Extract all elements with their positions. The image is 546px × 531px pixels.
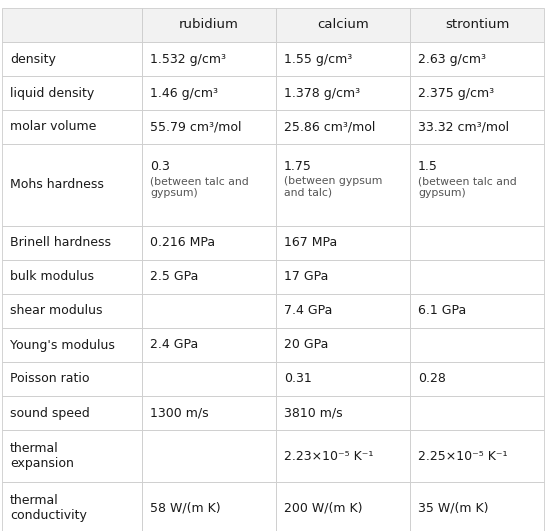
Text: 1.532 g/cm³: 1.532 g/cm³ [150, 53, 226, 65]
Bar [410, 110, 544, 144]
Text: calcium: calcium [317, 19, 369, 31]
Text: 25.86 cm³/mol: 25.86 cm³/mol [284, 121, 376, 133]
Text: 0.28: 0.28 [418, 373, 446, 386]
Text: 0.216 MPa: 0.216 MPa [150, 236, 215, 250]
Bar [276, 430, 410, 482]
Bar [142, 362, 276, 396]
Bar [276, 362, 410, 396]
Bar [2, 294, 142, 328]
Bar [276, 260, 410, 294]
Text: 3810 m/s: 3810 m/s [284, 407, 343, 419]
Bar [276, 76, 410, 110]
Text: 0.3: 0.3 [150, 160, 170, 173]
Bar [2, 144, 142, 226]
Bar [410, 260, 544, 294]
Text: strontium: strontium [445, 19, 509, 31]
Bar [2, 430, 142, 482]
Text: (between gypsum
and talc): (between gypsum and talc) [284, 176, 382, 198]
Text: 58 W/(m K): 58 W/(m K) [150, 501, 221, 515]
Text: 167 MPa: 167 MPa [284, 236, 337, 250]
Bar [2, 110, 142, 144]
Text: 1.46 g/cm³: 1.46 g/cm³ [150, 87, 218, 99]
Bar [142, 396, 276, 430]
Text: thermal
expansion: thermal expansion [10, 442, 74, 470]
Text: 7.4 GPa: 7.4 GPa [284, 304, 333, 318]
Text: 2.25×10⁻⁵ K⁻¹: 2.25×10⁻⁵ K⁻¹ [418, 450, 507, 463]
Text: 55.79 cm³/mol: 55.79 cm³/mol [150, 121, 241, 133]
Bar [276, 328, 410, 362]
Bar [276, 144, 410, 226]
Text: molar volume: molar volume [10, 121, 97, 133]
Bar [2, 328, 142, 362]
Bar [410, 294, 544, 328]
Text: 2.5 GPa: 2.5 GPa [150, 270, 198, 284]
Text: (between talc and
gypsum): (between talc and gypsum) [150, 176, 249, 198]
Text: Poisson ratio: Poisson ratio [10, 373, 90, 386]
Bar [276, 226, 410, 260]
Bar [410, 482, 544, 531]
Bar [410, 328, 544, 362]
Text: rubidium: rubidium [179, 19, 239, 31]
Text: 20 GPa: 20 GPa [284, 338, 328, 352]
Bar [2, 260, 142, 294]
Bar [410, 226, 544, 260]
Bar [276, 482, 410, 531]
Bar [2, 482, 142, 531]
Bar [410, 42, 544, 76]
Bar [142, 144, 276, 226]
Bar [276, 294, 410, 328]
Text: 1.378 g/cm³: 1.378 g/cm³ [284, 87, 360, 99]
Text: 2.4 GPa: 2.4 GPa [150, 338, 198, 352]
Bar [276, 110, 410, 144]
Text: Young's modulus: Young's modulus [10, 338, 115, 352]
Text: shear modulus: shear modulus [10, 304, 103, 318]
Bar [142, 226, 276, 260]
Text: 1.5: 1.5 [418, 160, 438, 173]
Bar [142, 260, 276, 294]
Text: 0.31: 0.31 [284, 373, 312, 386]
Text: Brinell hardness: Brinell hardness [10, 236, 111, 250]
Bar [410, 8, 544, 42]
Text: thermal
conductivity: thermal conductivity [10, 494, 87, 522]
Text: sound speed: sound speed [10, 407, 90, 419]
Bar [142, 430, 276, 482]
Bar [276, 396, 410, 430]
Text: 200 W/(m K): 200 W/(m K) [284, 501, 363, 515]
Bar [410, 362, 544, 396]
Bar [410, 144, 544, 226]
Bar [276, 8, 410, 42]
Text: 35 W/(m K): 35 W/(m K) [418, 501, 489, 515]
Bar [410, 76, 544, 110]
Text: 2.375 g/cm³: 2.375 g/cm³ [418, 87, 494, 99]
Text: 6.1 GPa: 6.1 GPa [418, 304, 466, 318]
Text: bulk modulus: bulk modulus [10, 270, 94, 284]
Bar [276, 42, 410, 76]
Text: 1.75: 1.75 [284, 160, 312, 173]
Text: density: density [10, 53, 56, 65]
Text: 1300 m/s: 1300 m/s [150, 407, 209, 419]
Bar [2, 396, 142, 430]
Bar [142, 42, 276, 76]
Text: liquid density: liquid density [10, 87, 94, 99]
Bar [142, 294, 276, 328]
Text: 2.23×10⁻⁵ K⁻¹: 2.23×10⁻⁵ K⁻¹ [284, 450, 373, 463]
Text: (between talc and
gypsum): (between talc and gypsum) [418, 176, 517, 198]
Text: 2.63 g/cm³: 2.63 g/cm³ [418, 53, 486, 65]
Bar [2, 362, 142, 396]
Bar [410, 396, 544, 430]
Bar [142, 110, 276, 144]
Text: 33.32 cm³/mol: 33.32 cm³/mol [418, 121, 509, 133]
Bar [142, 8, 276, 42]
Bar [2, 76, 142, 110]
Bar [142, 482, 276, 531]
Text: Mohs hardness: Mohs hardness [10, 178, 104, 192]
Text: 1.55 g/cm³: 1.55 g/cm³ [284, 53, 352, 65]
Bar [2, 42, 142, 76]
Bar [2, 8, 142, 42]
Bar [142, 328, 276, 362]
Bar [142, 76, 276, 110]
Text: 17 GPa: 17 GPa [284, 270, 328, 284]
Bar [2, 226, 142, 260]
Bar [410, 430, 544, 482]
